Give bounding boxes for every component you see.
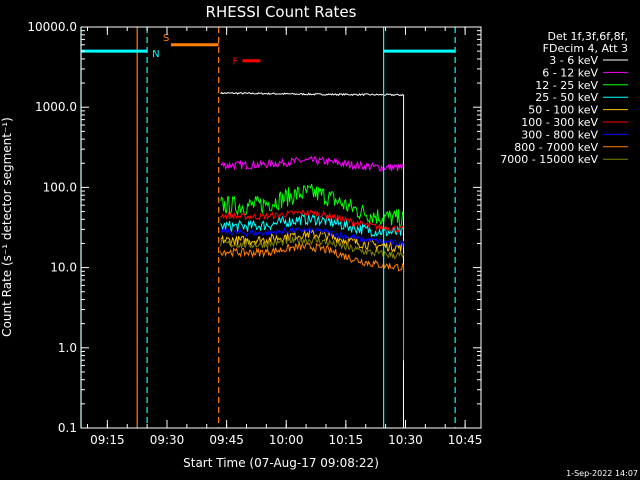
- flag-label: N: [152, 49, 159, 60]
- legend-entry-label: 300 - 800 keV: [521, 128, 598, 141]
- legend-entry-label: 12 - 25 keV: [535, 79, 598, 92]
- legend-entry-label: 800 - 7000 keV: [514, 141, 598, 154]
- legend-header: Det 1f,3f,6f,8f,: [547, 30, 628, 43]
- plot-frame: [80, 26, 482, 429]
- legend-entry-label: 3 - 6 keV: [549, 54, 598, 67]
- flag-label: S: [163, 33, 169, 44]
- x-tick-label: 10:45: [448, 433, 483, 447]
- legend-entry-label: 6 - 12 keV: [542, 66, 598, 79]
- plot-axes: 0.1 1.0 10.0 100.0 1000.0 10000.0 09:15 09:30 09…: [27, 20, 482, 447]
- series-trace: [220, 183, 404, 229]
- y-tick-label: 10.0: [50, 261, 77, 275]
- series-trace: [220, 228, 405, 253]
- timestamp: 1-Sep-2022 14:07: [566, 469, 638, 478]
- y-tick-label: 1.0: [58, 341, 77, 355]
- x-tick-label: 10:15: [329, 433, 364, 447]
- y-tick-label: 100.0: [43, 180, 77, 194]
- series-traces: [220, 91, 405, 429]
- x-tick-label: 09:15: [90, 433, 125, 447]
- chart-title: RHESSI Count Rates: [206, 3, 357, 21]
- series-trace: [220, 242, 405, 361]
- y-tick-label: 0.1: [58, 421, 77, 435]
- y-tick-label: 1000.0: [35, 100, 77, 114]
- x-tick-label: 10:30: [388, 433, 423, 447]
- series-trace: [220, 155, 404, 172]
- series-trace: [220, 235, 405, 260]
- series-trace: [220, 209, 404, 234]
- legend-header: FDecim 4, Att 3: [543, 42, 628, 55]
- x-tick-label: 10:00: [269, 433, 304, 447]
- series-trace: [220, 225, 405, 247]
- series-trace: [220, 212, 405, 238]
- y-axis-label: Count Rate (s⁻¹ detector segment⁻¹): [0, 117, 14, 337]
- x-tick-label: 09:30: [150, 433, 185, 447]
- x-tick-label: 09:45: [209, 433, 244, 447]
- x-axis-label: Start Time (07-Aug-17 09:08:22): [183, 456, 379, 470]
- legend-entry-label: 100 - 300 keV: [521, 116, 598, 129]
- legend-entry-label: 7000 - 15000 keV: [500, 153, 598, 166]
- legend: Det 1f,3f,6f,8f,FDecim 4, Att 33 - 6 keV…: [500, 30, 628, 166]
- legend-entry-label: 50 - 100 keV: [528, 104, 598, 117]
- flag-label: F: [233, 57, 239, 68]
- series-trace: [220, 91, 405, 429]
- legend-entry-label: 25 - 50 keV: [535, 91, 598, 104]
- y-tick-label: 10000.0: [27, 20, 77, 34]
